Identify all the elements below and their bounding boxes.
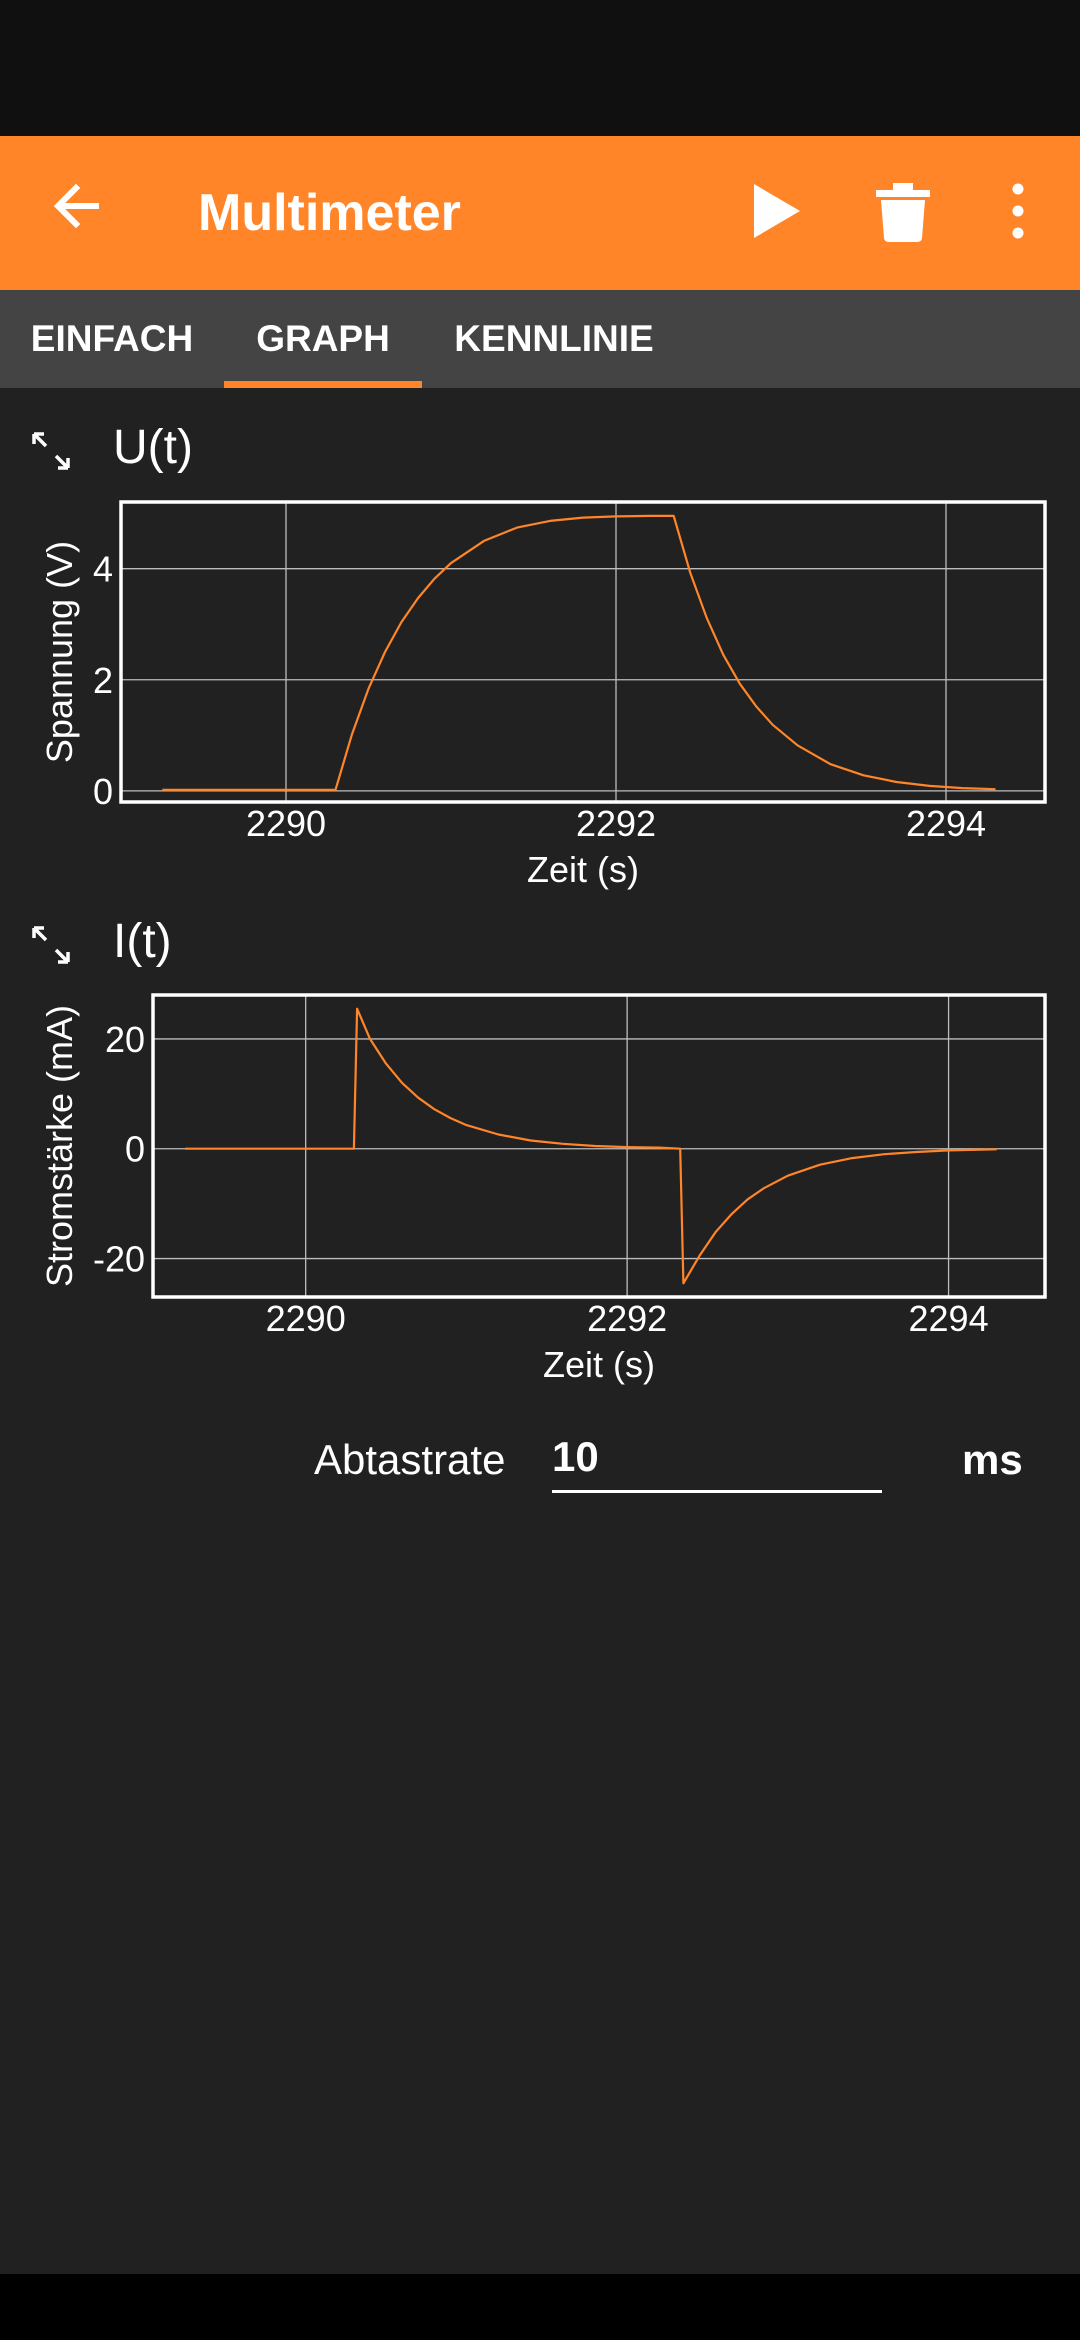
series-line bbox=[185, 1007, 997, 1285]
series-line bbox=[162, 514, 996, 791]
current-chart: 2290 2292 2294 -20 0 20 Zeit (s) Stromstärke (m… bbox=[0, 975, 1080, 1405]
tab-graph[interactable]: GRAPH bbox=[256, 318, 390, 359]
tab-bar: EINFACH GRAPH KENNLINIE bbox=[0, 290, 1080, 388]
y-tick-label: -20 bbox=[93, 1239, 145, 1280]
app-bar: Multimeter bbox=[0, 136, 1080, 290]
page-title: Multimeter bbox=[198, 184, 461, 242]
tab-kennlinie[interactable]: KENNLINIE bbox=[454, 318, 654, 359]
sampling-rate-unit: ms bbox=[962, 1436, 1023, 1483]
navigation-bar bbox=[0, 2274, 1080, 2340]
plot-frame bbox=[151, 993, 1047, 1299]
plot-frame bbox=[119, 500, 1047, 804]
y-tick-label: 2 bbox=[93, 660, 113, 701]
play-icon[interactable] bbox=[748, 176, 808, 246]
voltage-chart-svg: 2290 2292 2294 0 2 4 Zeit (s) Spannung (V) bbox=[39, 500, 1047, 890]
chart-title-voltage: U(t) bbox=[113, 421, 193, 474]
voltage-chart: 2290 2292 2294 0 2 4 Zeit (s) Spannung (V) bbox=[0, 480, 1080, 910]
more-vert-icon[interactable] bbox=[1003, 176, 1033, 246]
x-tick-label: 2294 bbox=[906, 803, 986, 844]
x-tick-label: 2294 bbox=[909, 1298, 989, 1339]
y-axis-label: Stromstärke (mA) bbox=[39, 1005, 80, 1287]
arrow-back-icon[interactable] bbox=[48, 176, 108, 236]
expand-icon[interactable] bbox=[28, 428, 74, 474]
x-tick-label: 2290 bbox=[266, 1298, 346, 1339]
y-axis-label: Spannung (V) bbox=[39, 541, 80, 763]
y-tick-label: 0 bbox=[125, 1129, 145, 1170]
x-axis-label: Zeit (s) bbox=[527, 849, 639, 890]
status-bar bbox=[0, 0, 1080, 136]
x-tick-label: 2292 bbox=[576, 803, 656, 844]
x-axis-label: Zeit (s) bbox=[543, 1344, 655, 1385]
x-tick-label: 2292 bbox=[587, 1298, 667, 1339]
chart-title-current: I(t) bbox=[113, 915, 172, 968]
sampling-rate-label: Abtastrate bbox=[314, 1436, 506, 1483]
delete-icon[interactable] bbox=[874, 176, 932, 246]
y-tick-label: 20 bbox=[105, 1019, 145, 1060]
y-tick-label: 0 bbox=[93, 771, 113, 812]
current-chart-svg: 2290 2292 2294 -20 0 20 Zeit (s) Stromstärke (m… bbox=[39, 993, 1047, 1385]
sampling-rate-input[interactable] bbox=[552, 1424, 882, 1493]
tab-indicator bbox=[224, 381, 422, 388]
y-tick-label: 4 bbox=[93, 549, 113, 590]
x-tick-label: 2290 bbox=[246, 803, 326, 844]
tab-einfach[interactable]: EINFACH bbox=[30, 318, 194, 359]
expand-icon[interactable] bbox=[28, 922, 74, 968]
